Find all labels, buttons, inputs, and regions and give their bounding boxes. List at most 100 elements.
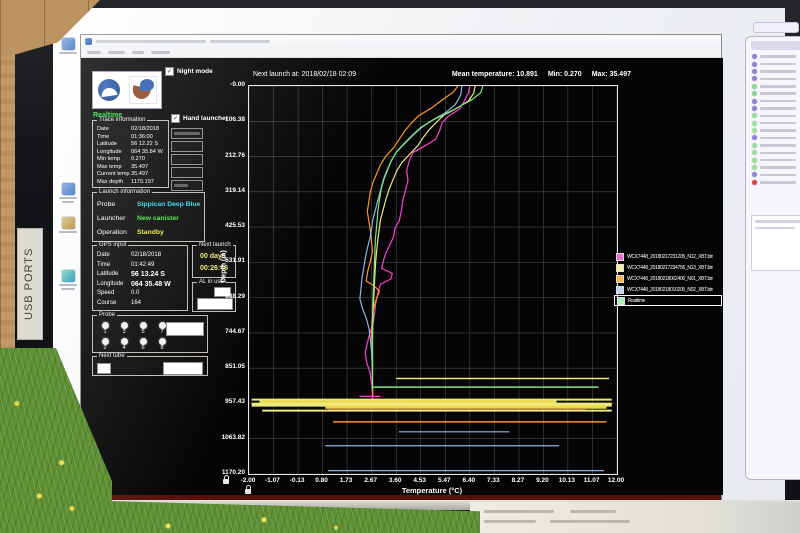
desktop-icon[interactable] [56,38,80,54]
next-tube-panel: Next tube [92,353,208,376]
probe-radio-5[interactable]: 5 [137,321,149,335]
info-row: Time 01:36:00 [97,133,153,140]
illegible-text [760,144,796,147]
radio-icon[interactable] [139,322,147,329]
status-dot-icon [752,128,757,134]
next-launch-days: 00 days [200,253,226,260]
illegible-text [760,158,796,162]
panel-title: Next launch [197,242,233,249]
radio-icon[interactable] [120,322,128,329]
x-tick-label: 1.73 [339,477,353,484]
hand-launcher-input[interactable] [171,141,203,152]
probe-serial-input[interactable] [166,322,204,336]
info-row: Probe Sippican Deep Blue [97,201,201,208]
illegible-text [760,85,796,88]
desktop-icon[interactable] [56,217,80,233]
legend-item[interactable]: WCX7448_20180218010205_N02_XBT.bin [614,284,722,295]
hand-launcher-input[interactable] [171,180,203,191]
radio-icon[interactable] [139,338,147,345]
checkbox-icon[interactable]: ✓ [171,114,180,123]
hand-launcher-input[interactable] [171,128,203,139]
radio-icon[interactable] [158,338,166,345]
status-dot-icon [752,120,757,126]
info-row: Max depth 1170.197 [97,178,154,185]
x-tick-label: 6.40 [462,477,476,484]
night-mode-checkbox[interactable]: ✓ Night mode [165,67,213,76]
probe-radio-6[interactable]: 6 [137,337,149,351]
checkbox-icon[interactable]: ✓ [165,67,174,76]
illegible-text [755,220,800,223]
app-content: ✓ Night mode Realtime Trace information … [81,58,723,495]
legend-item[interactable]: WCX7448_20180217234756_N13_XBT.bin [614,262,722,273]
info-row: Current temp 35.497 [97,171,149,177]
radio-icon[interactable] [158,322,166,329]
probe-radio-7[interactable]: 7 [156,321,168,335]
legend-item[interactable]: WCX7448_20180217231205_N12_XBT.bin [614,251,722,262]
status-dot-icon [752,54,757,60]
notification-row [746,68,800,75]
desktop-icon[interactable] [56,270,80,290]
legend-swatch-icon [616,252,624,261]
probe-radio-number: 1 [103,329,107,335]
radio-icon[interactable] [101,322,109,329]
probe-radio-2[interactable]: 2 [99,337,111,351]
legend-swatch-icon [616,285,624,294]
x-axis-label: Temperature (°C) [401,486,463,495]
gps-input-panel: GPS input Date 02/18/2018 Time 01:42:49 Lati… [92,242,188,311]
panel-title: Next tube [97,353,127,360]
axis-lock-icon[interactable] [223,475,229,484]
info-row: Date 02/18/2018 [97,126,159,132]
max-temperature-text: Max: 35.497 [591,71,631,78]
x-tick-label: 9.20 [536,477,549,484]
status-dot-icon [752,76,757,82]
legend-label: WCX7448_20180218002406_N01_XBT.bin [627,275,714,282]
notification-row [746,75,800,82]
illegible-text [760,70,796,73]
illegible-text [132,51,144,54]
probe-radio-8[interactable]: 8 [156,337,168,351]
illegible-text [210,40,270,43]
status-dot-icon [752,179,757,185]
axis-lock-icon[interactable] [245,485,251,494]
legend-swatch-icon [617,296,625,305]
hand-launcher-input[interactable] [171,167,203,178]
radio-icon[interactable] [120,338,128,345]
notification-row [746,127,800,134]
illegible-text [760,181,796,184]
notification-row [746,83,800,90]
hand-launcher-input[interactable] [171,154,203,165]
y-tick-label: 425.53 [225,222,245,230]
legend-item[interactable]: WCX7448_20180218002406_N01_XBT.bin [614,273,722,284]
legend-label: WCX7448_20180217231205_N12_XBT.bin [627,253,714,260]
menu-bar[interactable] [81,48,721,58]
legend-swatch-icon [616,274,624,283]
file-icon [61,183,75,195]
next-tube-input[interactable] [163,362,203,375]
probe-radio-4[interactable]: 4 [118,337,130,351]
desktop-icon[interactable] [56,183,80,203]
trace-WCX7448_20180217234756_N13_XBT.bin [371,86,476,374]
usb-ports-label: USB PORTS [17,228,43,340]
next-tube-input[interactable] [97,363,111,374]
file-icon [61,38,75,50]
panel-title: GPS input [97,242,129,249]
probe-radio-1[interactable]: 1 [99,321,111,335]
window-title-bar [81,35,721,48]
y-tick-label: 212.76 [225,151,245,159]
logo-box [92,71,162,109]
status-dot-icon [752,157,757,163]
next-launch-at-text: Next launch at: 2018/02/18 02:09 [253,71,357,78]
illegible-text [760,107,796,110]
probe-radio-3[interactable]: 3 [118,321,130,335]
radio-icon[interactable] [101,338,109,345]
status-dot-icon [752,68,757,74]
hand-launcher-checkbox[interactable]: ✓ Hand launcher [171,114,228,123]
status-dot-icon [752,61,757,67]
temperature-depth-plot [248,85,618,475]
plot-canvas [249,86,617,474]
probe-radio-number: 5 [141,329,145,335]
legend-item[interactable]: Realtime [614,295,722,306]
next-launch-panel: Next launch 00 days 00:26:46 [192,242,236,278]
side-panel-tab[interactable] [753,22,799,33]
y-axis-label: Depth (m) [220,250,228,283]
